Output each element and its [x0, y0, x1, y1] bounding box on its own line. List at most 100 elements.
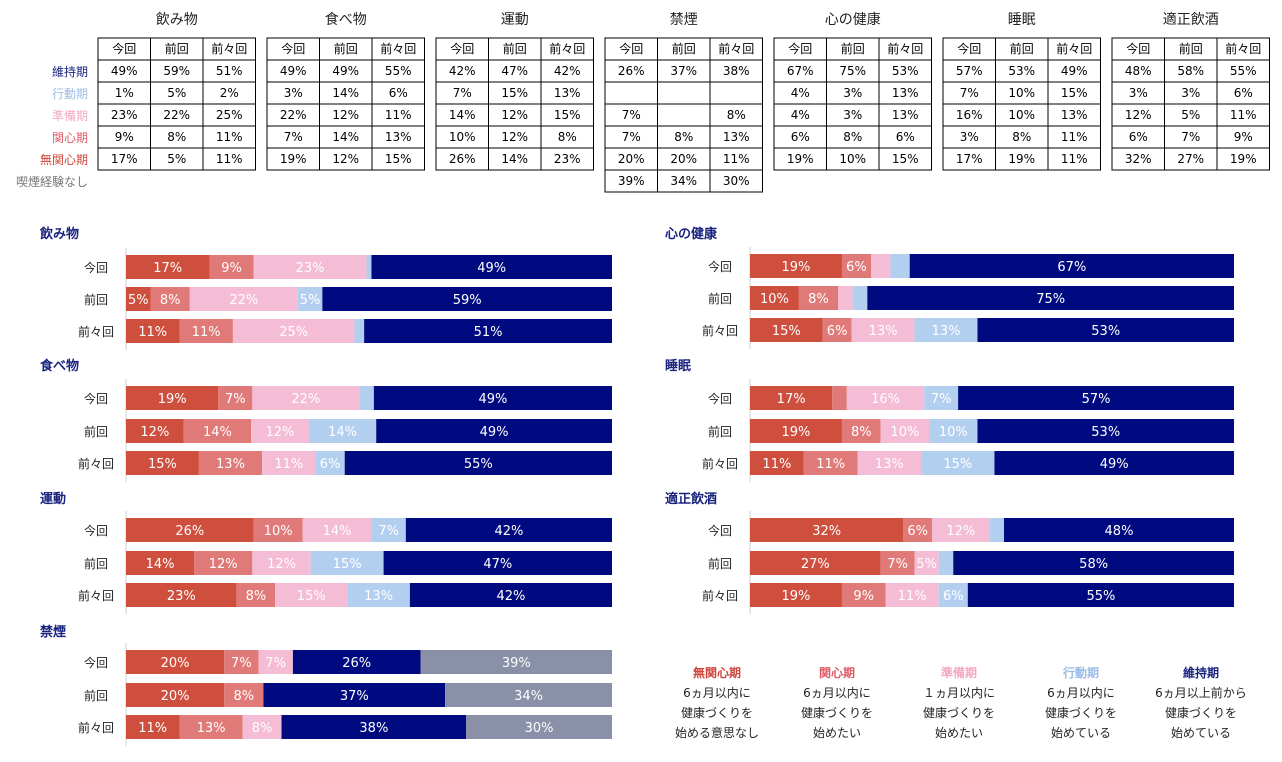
- data-label: 5%: [916, 557, 937, 572]
- table-cell-value: 3%: [960, 130, 979, 144]
- data-label: 14%: [203, 425, 232, 440]
- bar-segment: [344, 451, 612, 475]
- table-cell-value: 13%: [554, 86, 581, 100]
- table-cell-value: 12%: [501, 108, 528, 122]
- table-cell-value: 38%: [723, 64, 750, 78]
- legend-description: 始めたい: [813, 726, 861, 740]
- table-cell-value: 30%: [723, 174, 750, 188]
- data-label: 11%: [762, 457, 791, 472]
- table-cell-value: 10%: [1008, 108, 1035, 122]
- data-label: 16%: [871, 392, 900, 407]
- bar-segment: [409, 583, 612, 607]
- bar-segment: [179, 715, 243, 739]
- bar-segment: [251, 419, 309, 443]
- table-cell-value: 6%: [389, 86, 408, 100]
- table-cell-value: 11%: [723, 152, 750, 166]
- bar-segment: [841, 419, 881, 443]
- data-label: 11%: [138, 325, 167, 340]
- table-cell-value: 23%: [554, 152, 581, 166]
- legend-description: 始める意思なし: [675, 725, 759, 740]
- data-label: 12%: [946, 524, 975, 539]
- data-label: 10%: [264, 524, 293, 539]
- data-label: 15%: [943, 457, 972, 472]
- bar-segment: [292, 650, 421, 674]
- data-label: 15%: [333, 557, 362, 572]
- table-cell-value: 6%: [896, 130, 915, 144]
- table-cell-value: 49%: [332, 64, 359, 78]
- table-cell-value: 14%: [332, 130, 359, 144]
- data-label: 11%: [138, 721, 167, 736]
- table-header-label: 前回: [334, 41, 358, 56]
- table-title: 睡眠: [1008, 12, 1036, 28]
- table-cell: [540, 147, 594, 171]
- table-cell-value: 14%: [449, 108, 476, 122]
- chart-title: 食べ物: [40, 358, 79, 374]
- table-cell-value: 8%: [843, 130, 862, 144]
- table-header-label: 前々回: [1225, 41, 1261, 56]
- legend-stage-name: 行動期: [1062, 665, 1099, 680]
- bar-segment: [189, 287, 298, 311]
- category-label: 前回: [708, 424, 732, 439]
- table-cell-value: 12%: [501, 130, 528, 144]
- table-cell-value: 8%: [1012, 130, 1031, 144]
- table-cell-value: 16%: [956, 108, 983, 122]
- bar-segment: [750, 254, 842, 278]
- bar-segment: [880, 419, 930, 443]
- bar-segment: [445, 683, 612, 707]
- table-cell-value: 22%: [163, 108, 190, 122]
- table-cell-value: 37%: [670, 64, 697, 78]
- data-label: 8%: [252, 721, 273, 736]
- chart-title: 禁煙: [40, 624, 66, 640]
- category-label: 今回: [708, 523, 732, 538]
- data-label: 11%: [816, 457, 845, 472]
- category-label: 今回: [708, 391, 732, 406]
- bar-segment: [750, 583, 842, 607]
- bar-segment: [126, 715, 180, 739]
- table-header-label: 前々回: [887, 41, 923, 56]
- table-header-label: 前回: [1010, 41, 1034, 56]
- bar-segment: [302, 518, 372, 542]
- data-label: 26%: [175, 524, 204, 539]
- bar-segment: [880, 551, 915, 575]
- data-label: 6%: [320, 457, 341, 472]
- bar-segment: [297, 287, 323, 311]
- bar-segment: [914, 318, 978, 342]
- legend-description: 6ヵ月以内に: [683, 686, 751, 700]
- table-cell-value: 3%: [1129, 86, 1148, 100]
- bar-segment: [750, 386, 833, 410]
- table-cell-value: 58%: [1177, 64, 1204, 78]
- bar-segment: [977, 419, 1234, 443]
- table-header-label: 今回: [281, 41, 305, 56]
- table-cell-value: 22%: [280, 108, 307, 122]
- table-cell-value: 49%: [280, 64, 307, 78]
- bar-segment: [310, 551, 384, 575]
- bar-segment: [262, 451, 316, 475]
- data-label: 6%: [846, 260, 867, 275]
- data-label: 7%: [265, 656, 286, 671]
- table-cell-value: 9%: [1234, 130, 1253, 144]
- data-label: 42%: [494, 524, 523, 539]
- bar-segment: [373, 386, 612, 410]
- bar-segment: [938, 551, 954, 575]
- data-label: 7%: [378, 524, 399, 539]
- table-cell-value: 19%: [1008, 152, 1035, 166]
- table-cell-value: 7%: [622, 130, 641, 144]
- data-label: 7%: [231, 656, 252, 671]
- chart-title: 睡眠: [665, 358, 691, 374]
- bar-segment: [832, 386, 847, 410]
- table-cell-value: 14%: [501, 152, 528, 166]
- category-label: 前回: [84, 688, 108, 703]
- category-label: 今回: [84, 523, 108, 538]
- data-label: 7%: [887, 557, 908, 572]
- table-cell-value: 25%: [216, 108, 243, 122]
- bar-segment: [209, 255, 254, 279]
- data-label: 8%: [851, 425, 872, 440]
- table-title: 禁煙: [670, 12, 698, 28]
- table-cell: [878, 147, 932, 171]
